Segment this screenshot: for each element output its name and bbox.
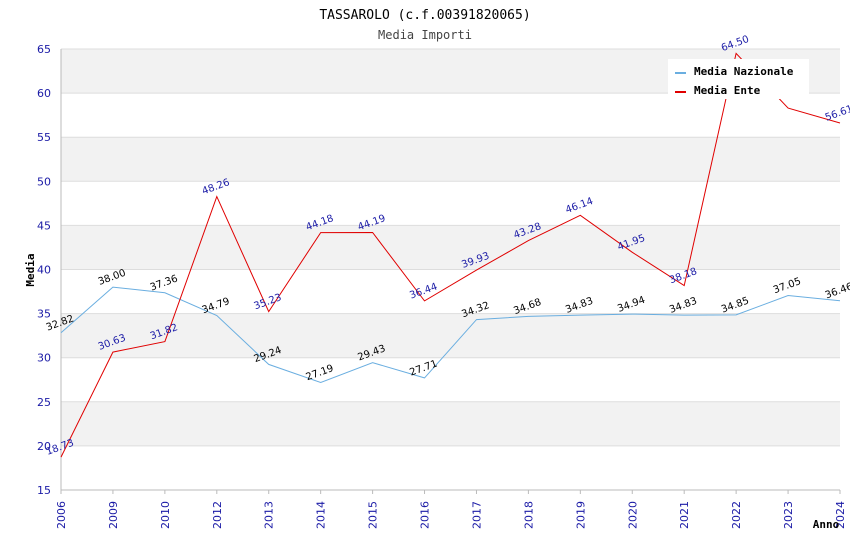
grid-band (61, 137, 840, 182)
chart-subtitle: Media Importi (378, 28, 472, 42)
x-tick-label: 2021 (678, 501, 691, 529)
x-tick-label: 2014 (315, 501, 328, 529)
y-tick-label: 55 (37, 131, 51, 144)
x-tick-label: 2012 (211, 501, 224, 529)
x-tick-label: 2022 (730, 501, 743, 529)
y-tick-label: 40 (37, 264, 51, 277)
legend: Media Nazionale Media Ente (668, 59, 809, 99)
grid-band (61, 225, 840, 270)
x-tick-label: 2010 (159, 501, 172, 529)
series-line-media-nazionale (60, 286, 841, 384)
y-tick-label: 25 (37, 396, 51, 409)
legend-box (668, 59, 809, 99)
x-tick-label: 2013 (263, 501, 276, 529)
x-tick-label: 2019 (574, 501, 587, 529)
x-tick-label: 2023 (782, 501, 795, 529)
grid-band (61, 269, 840, 314)
grid-bands (61, 49, 840, 490)
x-tick-label: 2015 (367, 501, 380, 529)
x-tick-labels: 2006 2009 2010 2012 2013 2014 2015 2016 2017 2018… (55, 490, 847, 529)
y-tick-labels: 15 20 25 30 35 40 45 50 55 60 65 (37, 43, 51, 497)
y-tick-label: 30 (37, 352, 51, 365)
x-tick-label: 2017 (470, 501, 483, 529)
grid-band (61, 313, 840, 358)
series-line-media-ente (60, 52, 841, 458)
grid-band (61, 93, 840, 138)
legend-label-media-nazionale: Media Nazionale (694, 65, 794, 78)
y-tick-label: 65 (37, 43, 51, 56)
x-tick-label: 2009 (107, 501, 120, 529)
x-tick-label: 2020 (626, 501, 639, 529)
x-tick-label: 2016 (419, 501, 432, 529)
y-tick-label: 60 (37, 87, 51, 100)
series-lines (60, 52, 841, 458)
y-tick-label: 20 (37, 440, 51, 453)
y-tick-label: 45 (37, 219, 51, 232)
grid-band (61, 181, 840, 226)
axes (60, 49, 840, 491)
grid-band (61, 445, 840, 490)
y-tick-label: 35 (37, 308, 51, 321)
x-tick-label: 2006 (55, 501, 68, 529)
y-axis-label: Media (24, 253, 37, 286)
y-tick-label: 50 (37, 175, 51, 188)
legend-label-media-ente: Media Ente (694, 84, 761, 97)
x-axis-label: Anno (813, 518, 840, 531)
grid-band (61, 401, 840, 446)
x-tick-label: 2018 (522, 501, 535, 529)
y-tick-label: 15 (37, 484, 51, 497)
x-tick-label: 2024 (834, 501, 847, 529)
chart-title: TASSAROLO (c.f.00391820065) (319, 8, 530, 23)
grid-band (61, 357, 840, 402)
